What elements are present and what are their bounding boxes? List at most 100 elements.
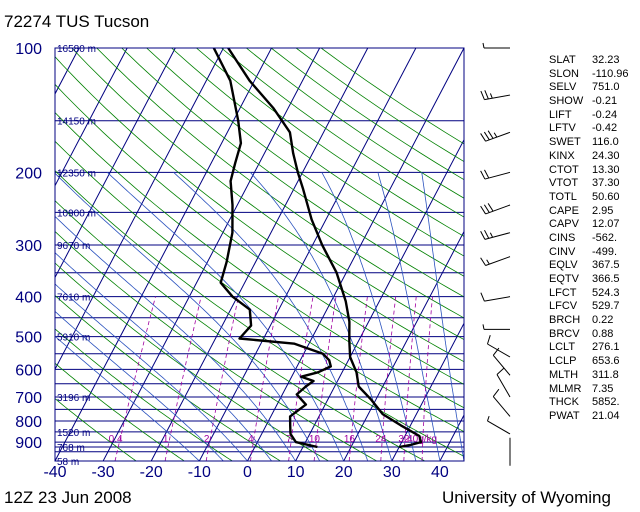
index-row: MLMR 7.35	[549, 383, 639, 397]
index-row: SLAT 32.23	[549, 54, 639, 68]
dry-adiabat-line	[96, 48, 464, 319]
isotherm-lines	[55, 48, 464, 461]
wind-barb	[484, 94, 511, 101]
wind-barb-flag	[487, 415, 490, 422]
index-key: CTOT	[549, 163, 579, 176]
index-row: SLON -110.96	[549, 68, 639, 82]
index-key: TOTL	[549, 190, 577, 203]
wind-barb-flag	[480, 292, 485, 302]
index-row: LIFT -0.24	[549, 109, 639, 123]
index-row: MLTH 311.8	[549, 369, 639, 383]
index-key: VTOT	[549, 177, 579, 190]
index-row: CTOT 13.30	[549, 164, 639, 178]
wind-barb-flag	[493, 132, 498, 138]
index-row: VTOT 37.30	[549, 177, 639, 191]
height-label: 14150 m	[57, 117, 96, 128]
index-key: PWAT	[549, 409, 580, 422]
isotherm-line	[150, 48, 369, 461]
temperature-tick-label: 20	[335, 464, 353, 481]
index-row: BRCH 0.22	[549, 314, 639, 328]
dry-adiabat-line	[55, 200, 425, 461]
dry-adiabat-line	[55, 294, 281, 461]
dry-adiabat-line	[55, 398, 137, 461]
wind-barb	[484, 232, 511, 240]
isotherm-line	[198, 48, 417, 461]
wind-barb-flag	[492, 388, 500, 397]
index-value: 0.22	[592, 314, 614, 327]
moist-adiabat-line	[55, 335, 200, 461]
dry-adiabat-line	[55, 56, 464, 363]
index-key: SHOW	[549, 95, 584, 108]
temperature-tick-label: 30	[383, 464, 401, 481]
wind-barb-flag	[480, 90, 485, 100]
wind-barb-flag	[480, 133, 486, 142]
dry-adiabat-line	[55, 111, 464, 409]
wind-barb	[485, 204, 511, 215]
dry-adiabat-line	[146, 48, 464, 277]
index-value: 32.23	[592, 54, 620, 66]
wind-barb	[487, 420, 511, 435]
index-value: 37.30	[592, 177, 620, 190]
index-key: LCLP	[549, 355, 577, 368]
moist-adiabat-line	[250, 172, 393, 461]
index-key: BRCV	[549, 327, 580, 340]
index-row: LFCV 529.7	[549, 300, 639, 314]
index-key: KINX	[549, 149, 575, 162]
index-row: SHOW -0.21	[549, 95, 639, 109]
dry-adiabat-line	[55, 262, 329, 461]
mixing-ratio-label: 4	[248, 434, 254, 445]
wind-barb	[485, 256, 511, 266]
temperature-tick-label: -10	[188, 464, 211, 481]
temperature-tick-label: 0	[243, 464, 252, 481]
sounding-traces	[212, 48, 423, 449]
moist-adiabat-line	[55, 215, 296, 461]
index-key: SLON	[549, 67, 579, 80]
index-key: SWET	[549, 136, 581, 149]
index-value: -0.24	[592, 108, 618, 121]
index-value: 276.1	[592, 341, 620, 354]
pressure-axis-labels: 100 200 300 400 500 600 700 800 900	[15, 41, 42, 452]
index-value: -499.	[592, 245, 618, 258]
wind-barb	[492, 396, 511, 417]
pressure-tick-label: 100	[15, 41, 42, 58]
mixing-ratio-line	[403, 296, 417, 461]
pressure-tick-label: 200	[15, 165, 42, 182]
index-row: KINX 24.30	[549, 150, 639, 164]
moist-adiabat-line	[55, 172, 320, 461]
index-row: CAPV 12.07	[549, 218, 639, 232]
mixing-ratio-label: 0.4	[109, 434, 123, 445]
index-row: CAPE 2.95	[549, 205, 639, 219]
moist-adiabat-line	[107, 172, 345, 461]
moist-adiabat-line	[55, 283, 248, 461]
index-value: 529.7	[592, 300, 620, 313]
pressure-tick-label: 800	[15, 414, 42, 431]
wind-barb-flag	[484, 169, 490, 179]
wind-barb-flag	[489, 93, 493, 99]
mixing-ratio-line	[380, 296, 397, 461]
mixing-ratio-line	[313, 296, 337, 461]
index-value: 2.95	[592, 204, 614, 217]
temperature-tick-label: -20	[140, 464, 163, 481]
index-row: SWET 116.0	[549, 136, 639, 150]
chart-title: 72274 TUS Tucson	[4, 12, 150, 31]
mixing-ratio-label: 40g/kg	[407, 434, 437, 445]
index-value: 24.30	[592, 149, 620, 162]
index-row: TOTL 50.60	[549, 191, 639, 205]
index-value: 524.3	[592, 286, 620, 299]
dry-adiabat-line	[196, 48, 464, 237]
height-label: 5910 m	[57, 333, 90, 344]
isotherm-line	[391, 322, 464, 461]
index-value: 751.0	[592, 81, 620, 94]
mixing-ratio-label: 16	[344, 434, 356, 445]
index-key: BRCH	[549, 314, 581, 327]
index-row: EQTV 366.5	[549, 273, 639, 287]
mixing-ratio-label: 7	[286, 434, 292, 445]
index-value: 0.88	[592, 327, 614, 340]
index-key: EQLV	[549, 259, 578, 272]
index-key: MLMR	[549, 382, 582, 395]
mixing-ratio-label: 10	[309, 434, 321, 445]
observation-timestamp: 12Z 23 Jun 2008	[4, 488, 132, 507]
plot-frame	[54, 47, 465, 462]
mixing-ratio-line	[421, 296, 433, 461]
